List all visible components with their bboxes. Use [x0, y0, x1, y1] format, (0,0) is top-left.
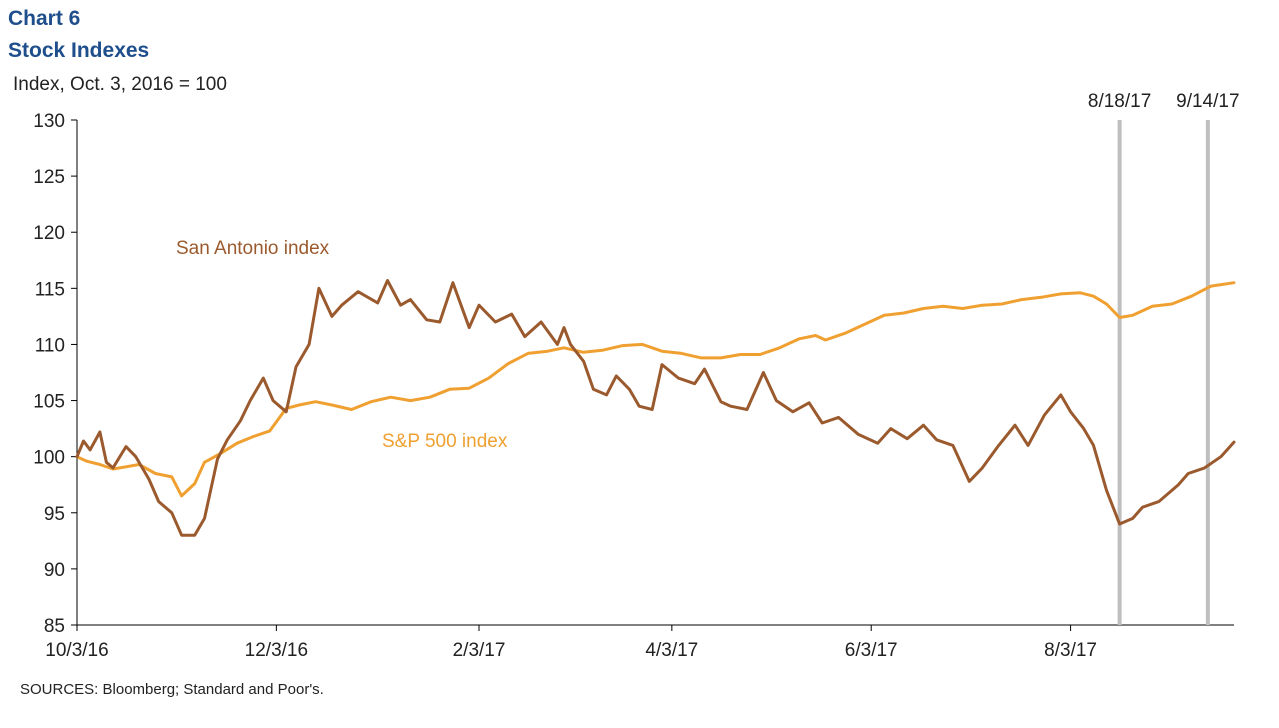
x-tick-label: 6/3/17: [845, 640, 898, 661]
y-tick-label: 105: [33, 392, 65, 413]
x-tick-label: 8/3/17: [1044, 640, 1097, 661]
x-tick-label: 2/3/17: [453, 640, 506, 661]
date-marker-label: 8/18/17: [1088, 91, 1151, 112]
series-label-san-antonio: San Antonio index: [176, 238, 330, 259]
chart-title-line1: Chart 6: [8, 7, 81, 30]
y-axis-unit-label: Index, Oct. 3, 2016 = 100: [13, 74, 227, 95]
y-tick-label: 85: [44, 616, 65, 637]
date-marker-label: 9/14/17: [1176, 91, 1239, 112]
y-tick-label: 110: [35, 335, 65, 356]
y-tick-label: 130: [33, 111, 65, 132]
chart-title-line2: Stock Indexes: [8, 39, 150, 62]
y-tick-label: 120: [33, 223, 65, 244]
y-tick-label: 90: [44, 560, 65, 581]
x-tick-label: 4/3/17: [645, 640, 698, 661]
y-tick-label: 115: [35, 279, 65, 300]
y-tick-label: 95: [44, 504, 65, 525]
series-line-san-antonio: [75, 279, 1236, 537]
series-label-sp500: S&P 500 index: [382, 431, 508, 452]
y-tick-label: 125: [33, 167, 65, 188]
x-tick-label: 12/3/16: [245, 640, 308, 661]
y-tick-label: 100: [33, 448, 65, 469]
source-note: SOURCES: Bloomberg; Standard and Poor's.: [20, 681, 324, 698]
x-tick-label: 10/3/16: [45, 640, 108, 661]
